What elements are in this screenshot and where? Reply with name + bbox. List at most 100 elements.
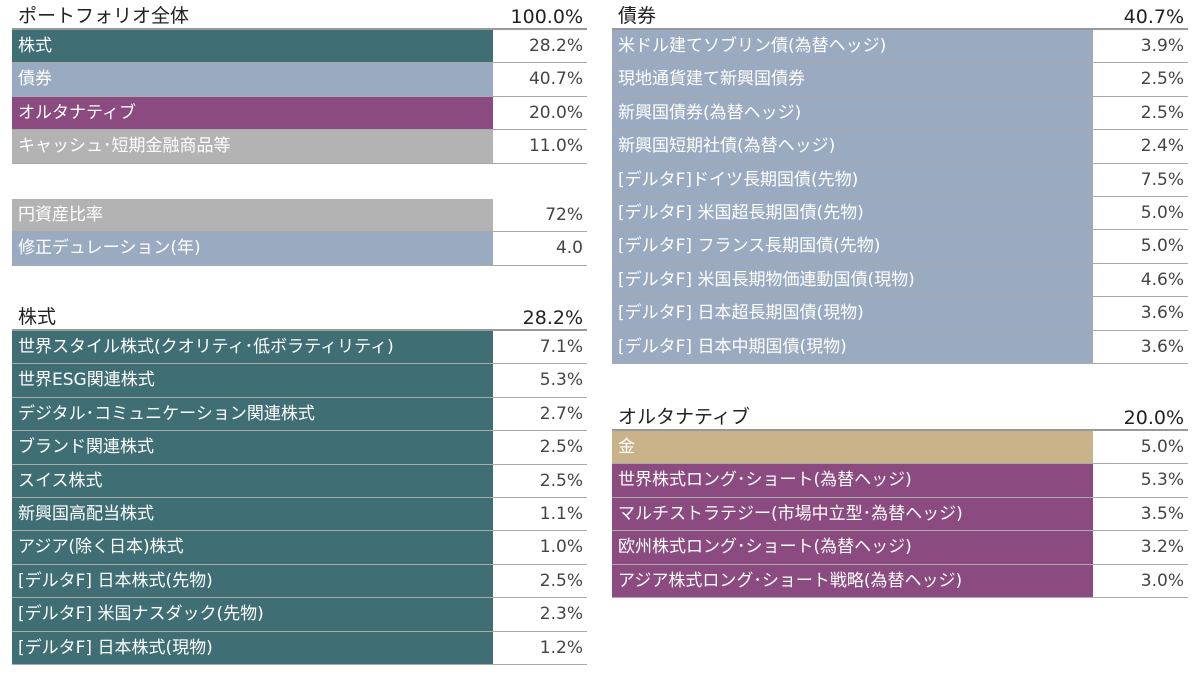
table-row: 修正デュレーション(年) 4.0 (12, 232, 587, 266)
row-value: 2.4% (1140, 136, 1184, 157)
row-value: 5.0% (1140, 202, 1184, 223)
table-row: デジタル･コミュニケーション関連株式 2.7% (12, 397, 587, 432)
row-value: 2.5% (539, 570, 583, 591)
table-row: 欧州株式ロング･ショート(為替ヘッジ) 3.2% (612, 531, 1188, 565)
row-label: 新興国短期社債(為替ヘッジ) (612, 130, 1093, 163)
portfolio-table: ポートフォリオ全体 100.0% 株式 28.2% 債券 40.7% オルタナティブ 20.0… (12, 0, 587, 164)
table-row: 円資産比率 72% (12, 199, 587, 233)
row-value: 3.6% (1140, 336, 1184, 357)
row-value: 3.9% (1140, 36, 1184, 56)
section-title: ポートフォリオ全体 (18, 5, 190, 27)
row-label: 世界株式ロング･ショート(為替ヘッジ) (612, 464, 1093, 497)
row-label: [デルタF] 日本超長期国債(現物) (612, 297, 1093, 330)
row-label: アジア株式ロング･ショート戦略(為替ヘッジ) (612, 564, 1093, 597)
table-row: [デルタF]ドイツ長期国債(先物) 7.5% (612, 163, 1188, 197)
row-value: 1.2% (539, 637, 583, 658)
row-value: 72% (545, 205, 583, 225)
table-row: 世界株式ロング･ショート(為替ヘッジ) 5.3% (612, 464, 1188, 498)
row-value: 2.7% (539, 403, 583, 424)
row-label: 修正デュレーション(年) (12, 232, 493, 265)
row-value: 3.6% (1140, 303, 1184, 324)
equity-table: 株式 28.2% 世界スタイル株式(クオリティ･低ボラティリティ) 7.1% 世界ESG… (12, 301, 587, 665)
row-label: デジタル･コミュニケーション関連株式 (12, 397, 493, 431)
row-value: 3.2% (1140, 537, 1184, 558)
row-value: 4.6% (1140, 269, 1184, 290)
section-title: 債券 (618, 5, 657, 27)
row-label: アジア(除く日本)株式 (12, 531, 493, 564)
row-label: [デルタF]ドイツ長期国債(先物) (612, 163, 1093, 196)
table-row: [デルタF] 日本超長期国債(現物) 3.6% (612, 297, 1188, 331)
row-label: ブランド関連株式 (12, 431, 493, 464)
table-row: [デルタF] 米国ナスダック(先物) 2.3% (12, 598, 587, 632)
table-row: [デルタF] 米国長期物価連動国債(現物) 4.6% (612, 263, 1188, 298)
section-total: 20.0% (1123, 407, 1184, 429)
row-value: 5.3% (539, 370, 583, 391)
alternatives-table: オルタナティブ 20.0% 金 5.0% 世界株式ロング･ショート(為替ヘッジ) 5.3%… (612, 401, 1188, 598)
row-label: 株式 (12, 30, 493, 63)
row-value: 40.7% (528, 69, 583, 90)
row-label: オルタナティブ (12, 96, 493, 130)
table-row: アジア(除く日本)株式 1.0% (12, 531, 587, 565)
row-value: 11.0% (528, 136, 583, 157)
row-value: 5.0% (1140, 437, 1184, 457)
row-label: [デルタF] 日本中期国債(現物) (612, 330, 1093, 363)
section-header: 債券 40.7% (612, 0, 1188, 30)
row-label: [デルタF] 米国長期物価連動国債(現物) (612, 263, 1093, 297)
row-label: キャッシュ･短期金融商品等 (12, 130, 493, 163)
table-row: [デルタF] 米国超長期国債(先物) 5.0% (612, 196, 1188, 231)
row-label: [デルタF] フランス長期国債(先物) (612, 230, 1093, 263)
section-header: ポートフォリオ全体 100.0% (12, 0, 587, 30)
row-value: 7.5% (1140, 169, 1184, 190)
row-label: 円資産比率 (12, 199, 493, 232)
section-title: 株式 (18, 306, 57, 328)
row-value: 1.1% (539, 503, 583, 524)
table-row: 株式 28.2% (12, 30, 587, 64)
table-row: [デルタF] フランス長期国債(先物) 5.0% (612, 230, 1188, 264)
row-label: 現地通貨建て新興国債券 (612, 63, 1093, 96)
row-value: 2.5% (1140, 102, 1184, 123)
row-value: 2.5% (539, 437, 583, 458)
row-label: 世界スタイル株式(クオリティ･低ボラティリティ) (12, 331, 493, 364)
row-label: [デルタF] 米国ナスダック(先物) (12, 598, 493, 631)
table-row: 世界スタイル株式(クオリティ･低ボラティリティ) 7.1% (12, 331, 587, 365)
table-row: 債券 40.7% (12, 63, 587, 97)
section-header: 株式 28.2% (12, 301, 587, 331)
table-row: 現地通貨建て新興国債券 2.5% (612, 63, 1188, 97)
section-total: 28.2% (522, 307, 583, 329)
table-row: [デルタF] 日本株式(現物) 1.2% (12, 631, 587, 665)
row-value: 3.5% (1140, 503, 1184, 524)
table-row: 新興国短期社債(為替ヘッジ) 2.4% (612, 130, 1188, 164)
row-value: 2.3% (539, 604, 583, 625)
table-row: 世界ESG関連株式 5.3% (12, 364, 587, 398)
row-label: スイス株式 (12, 464, 493, 497)
row-label: 新興国債券(為替ヘッジ) (612, 96, 1093, 130)
row-label: [デルタF] 日本株式(現物) (12, 631, 493, 664)
row-value: 3.0% (1140, 570, 1184, 591)
row-value: 5.0% (1140, 236, 1184, 257)
table-row: ブランド関連株式 2.5% (12, 431, 587, 465)
row-label: [デルタF] 米国超長期国債(先物) (612, 196, 1093, 230)
section-header: オルタナティブ 20.0% (612, 401, 1188, 431)
row-value: 7.1% (539, 337, 583, 357)
row-label: 金 (612, 431, 1093, 464)
row-value: 28.2% (528, 36, 583, 56)
table-row: オルタナティブ 20.0% (12, 96, 587, 131)
row-value: 2.5% (539, 470, 583, 491)
table-row: [デルタF] 日本株式(先物) 2.5% (12, 564, 587, 599)
table-row: マルチストラテジー(市場中立型･為替ヘッジ) 3.5% (612, 497, 1188, 532)
row-label: 新興国高配当株式 (12, 497, 493, 531)
row-value: 4.0 (555, 238, 583, 259)
row-value: 1.0% (539, 537, 583, 558)
row-value: 20.0% (528, 102, 583, 123)
row-label: [デルタF] 日本株式(先物) (12, 564, 493, 598)
row-value: 5.3% (1140, 470, 1184, 491)
table-row: スイス株式 2.5% (12, 464, 587, 498)
section-total: 40.7% (1123, 6, 1184, 28)
table-row: キャッシュ･短期金融商品等 11.0% (12, 130, 587, 164)
table-row: 米ドル建てソブリン債(為替ヘッジ) 3.9% (612, 30, 1188, 64)
table-row: 新興国債券(為替ヘッジ) 2.5% (612, 96, 1188, 131)
table-row: アジア株式ロング･ショート戦略(為替ヘッジ) 3.0% (612, 564, 1188, 598)
table-row: [デルタF] 日本中期国債(現物) 3.6% (612, 330, 1188, 364)
row-label: 世界ESG関連株式 (12, 364, 493, 397)
row-label: 欧州株式ロング･ショート(為替ヘッジ) (612, 531, 1093, 564)
